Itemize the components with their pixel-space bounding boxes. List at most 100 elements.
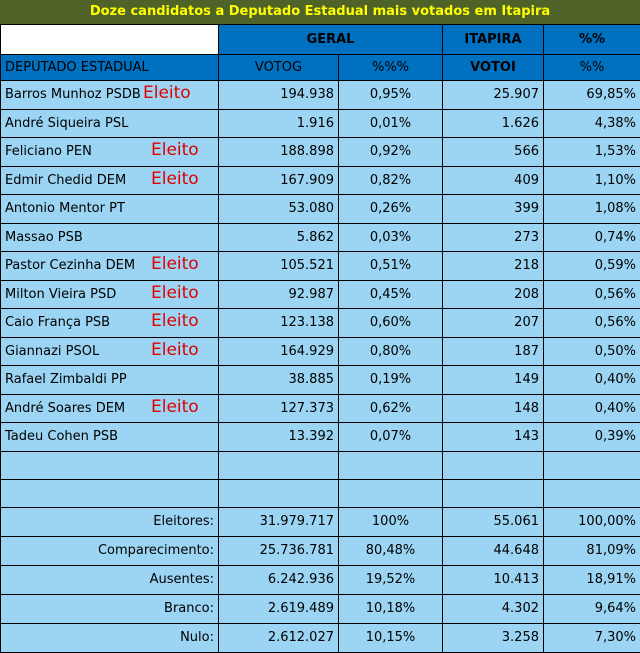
- eleito-label: Eleito: [151, 254, 199, 274]
- votog-cell: 5.862: [219, 223, 339, 252]
- empty-cell: [443, 479, 544, 507]
- empty-cell: [339, 451, 443, 479]
- summary-votog-cell: 2.612.027: [219, 623, 339, 652]
- empty-cell: [1, 451, 219, 479]
- group-header-row: GERAL ITAPIRA %%: [1, 25, 640, 55]
- candidate-name-cell: Massao PSB: [1, 223, 219, 252]
- deputado-column-header: DEPUTADO ESTADUAL: [1, 55, 219, 81]
- pct-geral-cell: 0,51%: [339, 252, 443, 281]
- candidate-name: Antonio Mentor PT: [5, 201, 125, 216]
- candidate-name: Barros Munhoz PSDB: [5, 87, 141, 102]
- empty-cell: [544, 479, 640, 507]
- candidate-name: Giannazi PSOL: [5, 344, 99, 359]
- votoi-cell: 143: [443, 423, 544, 452]
- pct-geral-column-header: %%%: [339, 55, 443, 81]
- eleito-label: Eleito: [151, 340, 199, 360]
- table-title: Doze candidatos a Deputado Estadual mais…: [0, 0, 640, 24]
- votoi-cell: 187: [443, 337, 544, 366]
- pct-geral-cell: 0,62%: [339, 394, 443, 423]
- pct-itapira-cell: 1,08%: [544, 195, 640, 224]
- pct-itapira-cell: 1,53%: [544, 138, 640, 167]
- votog-cell: 123.138: [219, 309, 339, 338]
- summary-pct-itapira-cell: 9,64%: [544, 594, 640, 623]
- votog-cell: 164.929: [219, 337, 339, 366]
- empty-cell: [544, 451, 640, 479]
- votog-cell: 167.909: [219, 166, 339, 195]
- eleito-label: Eleito: [151, 283, 199, 303]
- votoi-cell: 273: [443, 223, 544, 252]
- votoi-cell: 399: [443, 195, 544, 224]
- pct-geral-cell: 0,45%: [339, 280, 443, 309]
- pct-itapira-cell: 0,40%: [544, 366, 640, 395]
- summary-pct-itapira-cell: 7,30%: [544, 623, 640, 652]
- summary-label: Ausentes:: [1, 565, 219, 594]
- pct-itapira-cell: 0,39%: [544, 423, 640, 452]
- empty-cell: [1, 479, 219, 507]
- pct-itapira-cell: 4,38%: [544, 109, 640, 138]
- votog-cell: 194.938: [219, 81, 339, 110]
- summary-votog-cell: 25.736.781: [219, 536, 339, 565]
- summary-pct-geral-cell: 19,52%: [339, 565, 443, 594]
- votoi-cell: 409: [443, 166, 544, 195]
- summary-pct-itapira-cell: 18,91%: [544, 565, 640, 594]
- votog-cell: 53.080: [219, 195, 339, 224]
- summary-pct-geral-cell: 100%: [339, 507, 443, 536]
- summary-votog-cell: 2.619.489: [219, 594, 339, 623]
- pct-geral-cell: 0,03%: [339, 223, 443, 252]
- summary-label: Eleitores:: [1, 507, 219, 536]
- candidate-name: Feliciano PEN: [5, 144, 92, 159]
- votes-table: GERAL ITAPIRA %% DEPUTADO ESTADUAL VOTOG…: [0, 24, 640, 653]
- votog-cell: 127.373: [219, 394, 339, 423]
- candidate-name-cell: Tadeu Cohen PSB: [1, 423, 219, 452]
- eleito-label: Eleito: [151, 169, 199, 189]
- votoi-cell: 566: [443, 138, 544, 167]
- summary-pct-itapira-cell: 100,00%: [544, 507, 640, 536]
- candidate-name-cell: Feliciano PEN Eleito: [1, 138, 219, 167]
- summary-pct-itapira-cell: 81,09%: [544, 536, 640, 565]
- votog-cell: 188.898: [219, 138, 339, 167]
- eleito-label: Eleito: [151, 140, 199, 160]
- pct-geral-cell: 0,95%: [339, 81, 443, 110]
- pct-itapira-cell: 0,56%: [544, 280, 640, 309]
- candidate-name: Massao PSB: [5, 230, 83, 245]
- candidate-name-cell: Antonio Mentor PT: [1, 195, 219, 224]
- summary-pct-geral-cell: 10,18%: [339, 594, 443, 623]
- empty-cell: [443, 451, 544, 479]
- votoi-cell: 208: [443, 280, 544, 309]
- summary-label: Nulo:: [1, 623, 219, 652]
- summary-votoi-cell: 10.413: [443, 565, 544, 594]
- summary-votoi-cell: 55.061: [443, 507, 544, 536]
- eleito-label: Eleito: [143, 83, 191, 103]
- pct-itapira-column-header: %%: [544, 55, 640, 81]
- blank-header-cell: [1, 25, 219, 55]
- candidate-name: Tadeu Cohen PSB: [5, 429, 118, 444]
- empty-cell: [219, 479, 339, 507]
- spacer-row: [1, 451, 640, 479]
- candidate-name-cell: André Siqueira PSL: [1, 109, 219, 138]
- spacer-row: [1, 479, 640, 507]
- summary-votog-cell: 31.979.717: [219, 507, 339, 536]
- pct-group-header: %%: [544, 25, 640, 55]
- pct-itapira-cell: 0,50%: [544, 337, 640, 366]
- candidate-name-cell: Giannazi PSOL Eleito: [1, 337, 219, 366]
- candidate-name: Rafael Zimbaldi PP: [5, 372, 127, 387]
- votog-cell: 1.916: [219, 109, 339, 138]
- itapira-header: ITAPIRA: [443, 25, 544, 55]
